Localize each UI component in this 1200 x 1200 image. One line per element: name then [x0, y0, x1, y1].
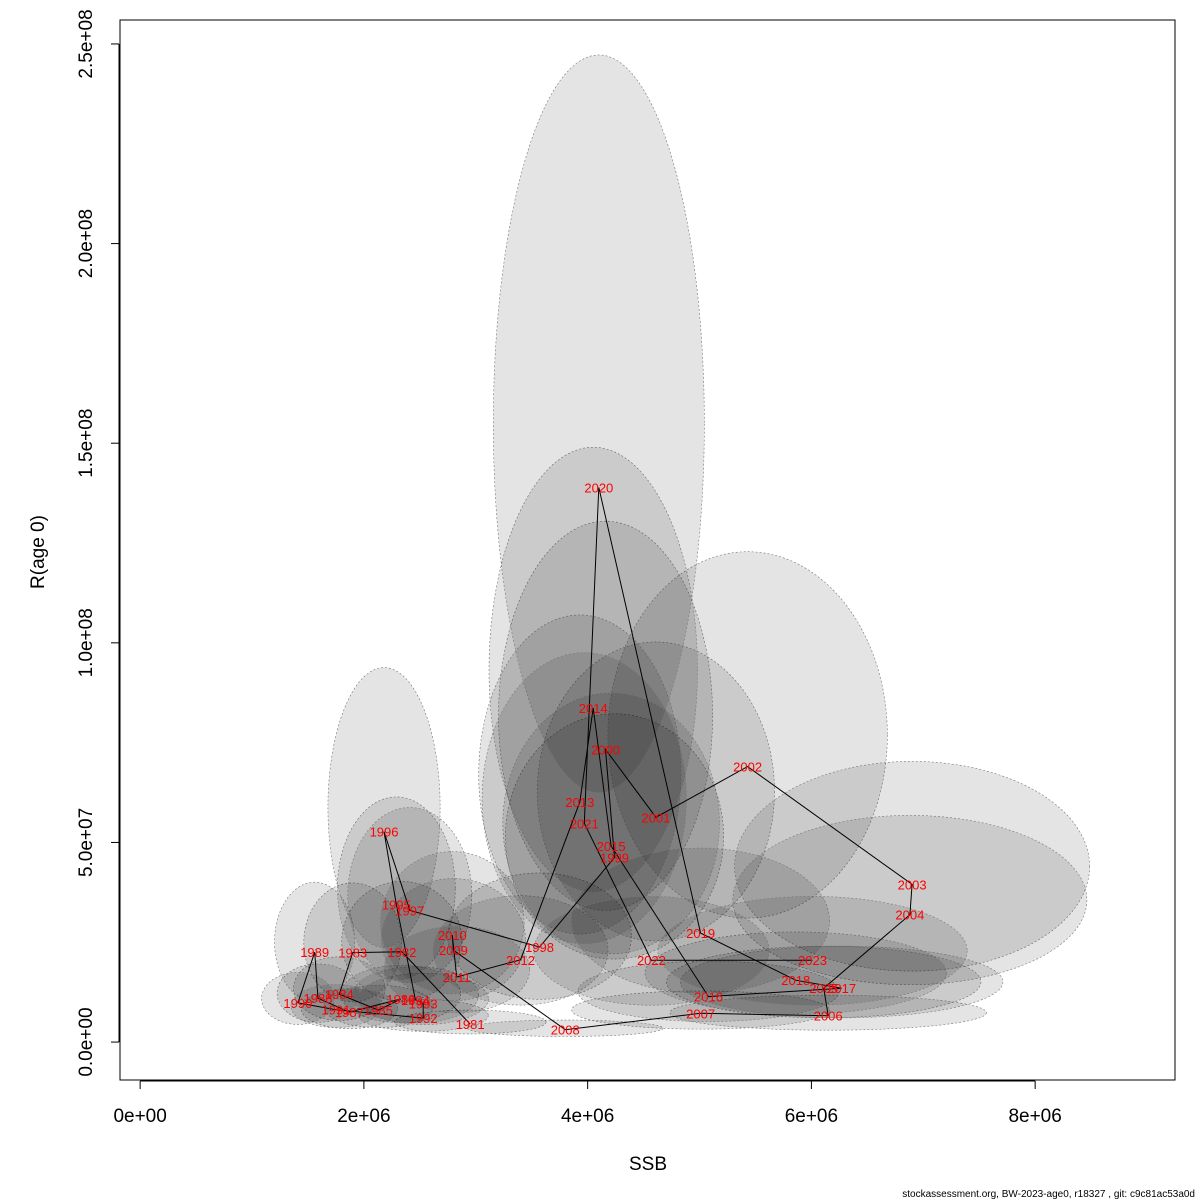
y-axis-title: R(age 0) — [28, 515, 49, 589]
year-label-2007: 2007 — [686, 1006, 715, 1021]
year-label-1999: 1999 — [600, 851, 629, 866]
confidence-ellipse-1983 — [303, 882, 402, 1003]
x-tick-label: 4e+06 — [561, 1106, 614, 1127]
year-label-1983: 1983 — [338, 946, 367, 961]
confidence-ellipse-2004 — [732, 815, 1088, 986]
y-axis: 0.0e+00 5.0e+07 1.0e+08 1.5e+08 2.0e+08 2.5e+… — [76, 9, 120, 1077]
year-label-2019: 2019 — [686, 926, 715, 941]
year-label-2011: 2011 — [443, 970, 471, 985]
confidence-ellipse-2009 — [381, 878, 526, 1002]
year-label-2015: 2015 — [597, 839, 626, 854]
year-label-2018: 2018 — [781, 973, 810, 988]
x-tick-label: 6e+06 — [785, 1106, 838, 1127]
year-label-1989: 1989 — [300, 945, 329, 960]
confidence-ellipse-2016 — [577, 960, 840, 1022]
confidence-ellipse-2013 — [478, 614, 682, 935]
year-label-1995: 1995 — [382, 897, 411, 912]
x-axis: 0e+00 2e+06 4e+06 6e+06 8e+06 — [113, 1080, 1062, 1127]
plot-frame — [119, 19, 1176, 1081]
confidence-ellipse-1987 — [300, 988, 398, 1029]
y-tick-label: 1.5e+08 — [76, 409, 97, 478]
confidence-ellipse-2001 — [536, 641, 775, 942]
year-label-2014: 2014 — [579, 701, 608, 716]
confidence-ellipse-2014 — [488, 446, 698, 892]
confidence-ellipse-2015 — [502, 692, 720, 955]
confidence-ellipse-1993 — [357, 972, 489, 1025]
confidence-ellipse-1985 — [323, 984, 434, 1028]
y-tick-label: 0.0e+00 — [76, 1007, 97, 1076]
confidence-ellipse-1998 — [447, 872, 632, 1000]
year-label-2009: 2009 — [439, 943, 468, 958]
year-label-1987: 1987 — [335, 1005, 364, 1020]
confidence-ellipse-2020 — [493, 54, 705, 793]
x-tick-label: 0e+00 — [113, 1106, 166, 1127]
year-label-1984: 1984 — [325, 987, 354, 1002]
confidence-ellipse-2018 — [644, 931, 947, 1015]
confidence-ellipse-1994 — [351, 966, 479, 1024]
confidence-ellipse-2011 — [383, 925, 530, 1014]
year-label-1993: 1993 — [409, 996, 438, 1011]
year-label-2005: 2005 — [809, 981, 838, 996]
year-label-1982: 1982 — [387, 945, 416, 960]
footer-text: stockassessment.org, BW-2023-age0, r1832… — [902, 1189, 1195, 1200]
year-label-2022: 2022 — [637, 953, 666, 968]
year-label-1986: 1986 — [386, 992, 415, 1007]
year-label-2004: 2004 — [895, 908, 924, 923]
year-label-2017: 2017 — [827, 981, 856, 996]
year-label-2002: 2002 — [733, 760, 762, 775]
confidence-ellipse-2000 — [498, 520, 713, 911]
year-connection-path — [297, 487, 913, 1031]
year-label-2012: 2012 — [506, 953, 535, 968]
year-label-1985: 1985 — [364, 1003, 393, 1018]
x-tick-label: 2e+06 — [337, 1106, 390, 1127]
confidence-ellipse-2007 — [571, 990, 830, 1030]
year-label-1990: 1990 — [283, 996, 312, 1011]
year-label-1994: 1994 — [401, 993, 430, 1008]
year-label-1997: 1997 — [395, 903, 424, 918]
confidence-ellipse-2021 — [481, 652, 687, 944]
year-label-2020: 2020 — [584, 481, 613, 496]
year-path-line — [297, 487, 913, 1031]
confidence-ellipse-1996 — [327, 667, 441, 948]
confidence-ellipse-1989 — [274, 881, 356, 1002]
year-label-2000: 2000 — [591, 742, 620, 757]
confidence-ellipse-1997 — [347, 807, 473, 984]
year-labels: 1981198219831984198519861987198819891990… — [283, 481, 926, 1038]
year-label-1992: 1992 — [409, 1011, 438, 1026]
year-label-1991: 1991 — [321, 1003, 350, 1018]
y-tick-label: 5.0e+07 — [76, 808, 97, 877]
year-label-2016: 2016 — [694, 990, 723, 1005]
y-tick-label: 2.0e+08 — [76, 209, 97, 278]
confidence-ellipse-2023 — [657, 896, 968, 1006]
year-label-1996: 1996 — [370, 825, 399, 840]
year-label-2008: 2008 — [551, 1023, 580, 1038]
year-label-2010: 2010 — [438, 928, 467, 943]
y-tick-label: 1.0e+08 — [76, 608, 97, 677]
year-label-1998: 1998 — [525, 940, 554, 955]
confidence-ellipse-1995 — [337, 796, 456, 981]
year-label-1988: 1988 — [304, 991, 333, 1006]
year-label-2006: 2006 — [814, 1009, 843, 1024]
confidence-ellipse-2022 — [533, 896, 770, 1006]
year-label-2013: 2013 — [565, 795, 594, 810]
confidence-ellipse-2002 — [607, 551, 888, 919]
confidence-ellipse-1981 — [393, 1009, 547, 1035]
year-label-2003: 2003 — [898, 877, 927, 892]
confidence-ellipse-1986 — [340, 965, 462, 1023]
confidence-ellipse-2003 — [734, 761, 1090, 972]
confidence-ellipse-2012 — [432, 895, 609, 1006]
x-axis-title: SSB — [629, 1154, 667, 1175]
year-label-2001: 2001 — [641, 810, 670, 825]
confidence-ellipse-1990 — [261, 972, 335, 1025]
year-label-2023: 2023 — [798, 953, 827, 968]
y-tick-label: 2.5e+08 — [76, 9, 97, 78]
x-tick-label: 8e+06 — [1008, 1106, 1061, 1127]
year-label-2021: 2021 — [570, 816, 599, 831]
confidence-ellipse-1999 — [505, 713, 724, 960]
confidence-ellipse-2017 — [679, 945, 1004, 1019]
confidence-ellipses — [261, 54, 1090, 1037]
year-label-1981: 1981 — [456, 1017, 485, 1032]
